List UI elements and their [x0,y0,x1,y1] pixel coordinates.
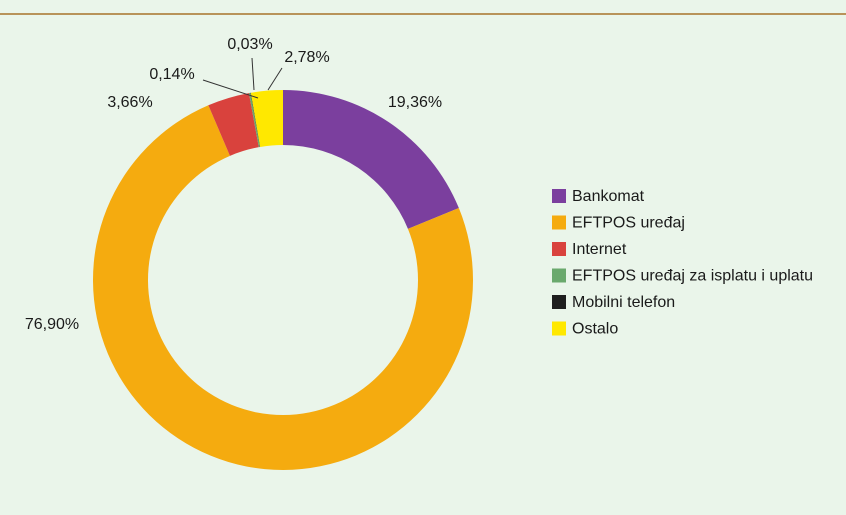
legend-swatch [552,215,566,230]
data-label: 19,36% [388,94,442,111]
legend-swatch [552,295,566,309]
legend-swatch [552,189,566,203]
data-label: 3,66% [107,94,152,111]
legend-label: EFTPOS uređaj [572,215,685,232]
data-label: 0,03% [227,36,272,53]
leader-line [251,57,255,91]
legend-label: Internet [572,241,627,258]
legend-label: EFTPOS uređaj za isplatu i uplatu [572,268,813,285]
legend-label: Ostalo [572,321,618,338]
data-label: 0,14% [149,66,194,83]
donut-slice [283,90,459,229]
leader-line [202,79,259,99]
donut-slice [250,90,283,147]
legend-label: Mobilni telefon [572,294,675,311]
data-label: 76,90% [25,316,79,333]
donut-slice [208,93,259,156]
legend-label: Bankomat [572,188,645,205]
donut-slice [248,92,260,148]
leader-line [267,67,283,91]
legend-swatch [552,321,566,336]
legend-swatch [552,242,566,256]
legend-swatch [552,268,566,283]
donut-slice [92,105,474,471]
data-label: 2,78% [284,49,329,66]
donut-slice [250,92,261,147]
